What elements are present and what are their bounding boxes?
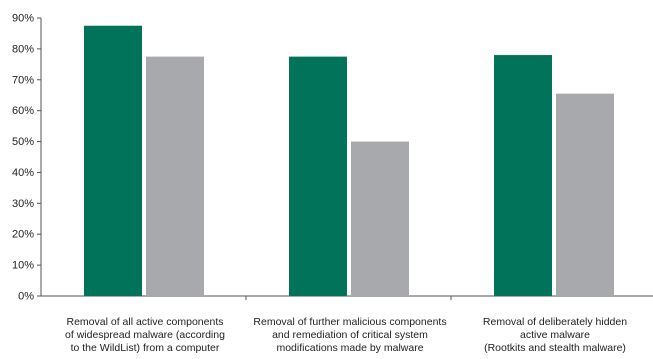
y-tick-label: 60% (12, 105, 34, 117)
y-axis: 0% 10% 20% 30% 40% 50% 60% 70% 80% 90% (12, 13, 42, 303)
category-label-0: Removal of all active components of wide… (65, 316, 225, 354)
y-tick-label: 50% (12, 136, 34, 148)
y-tick-label: 30% (12, 198, 34, 210)
bar-series-1-category-1 (351, 141, 409, 296)
y-tick-label: 90% (12, 13, 34, 25)
y-tick-label: 0% (18, 291, 34, 303)
bar-series-1-category-0 (146, 56, 204, 296)
y-tick-label: 40% (12, 167, 34, 179)
bar-series-0-category-2 (494, 55, 552, 296)
bars (84, 25, 614, 296)
category-label-2: Removal of deliberately hidden active ma… (482, 316, 628, 354)
y-tick-label: 20% (12, 229, 34, 241)
y-tick-label: 10% (12, 260, 34, 272)
y-tick-label: 80% (12, 43, 34, 55)
bar-series-0-category-0 (84, 25, 142, 296)
category-label-1: Removal of further malicious components … (253, 316, 447, 354)
x-axis (41, 295, 653, 300)
bar-series-1-category-2 (556, 93, 614, 296)
bar-series-0-category-1 (289, 56, 347, 296)
y-tick-label: 70% (12, 74, 34, 86)
